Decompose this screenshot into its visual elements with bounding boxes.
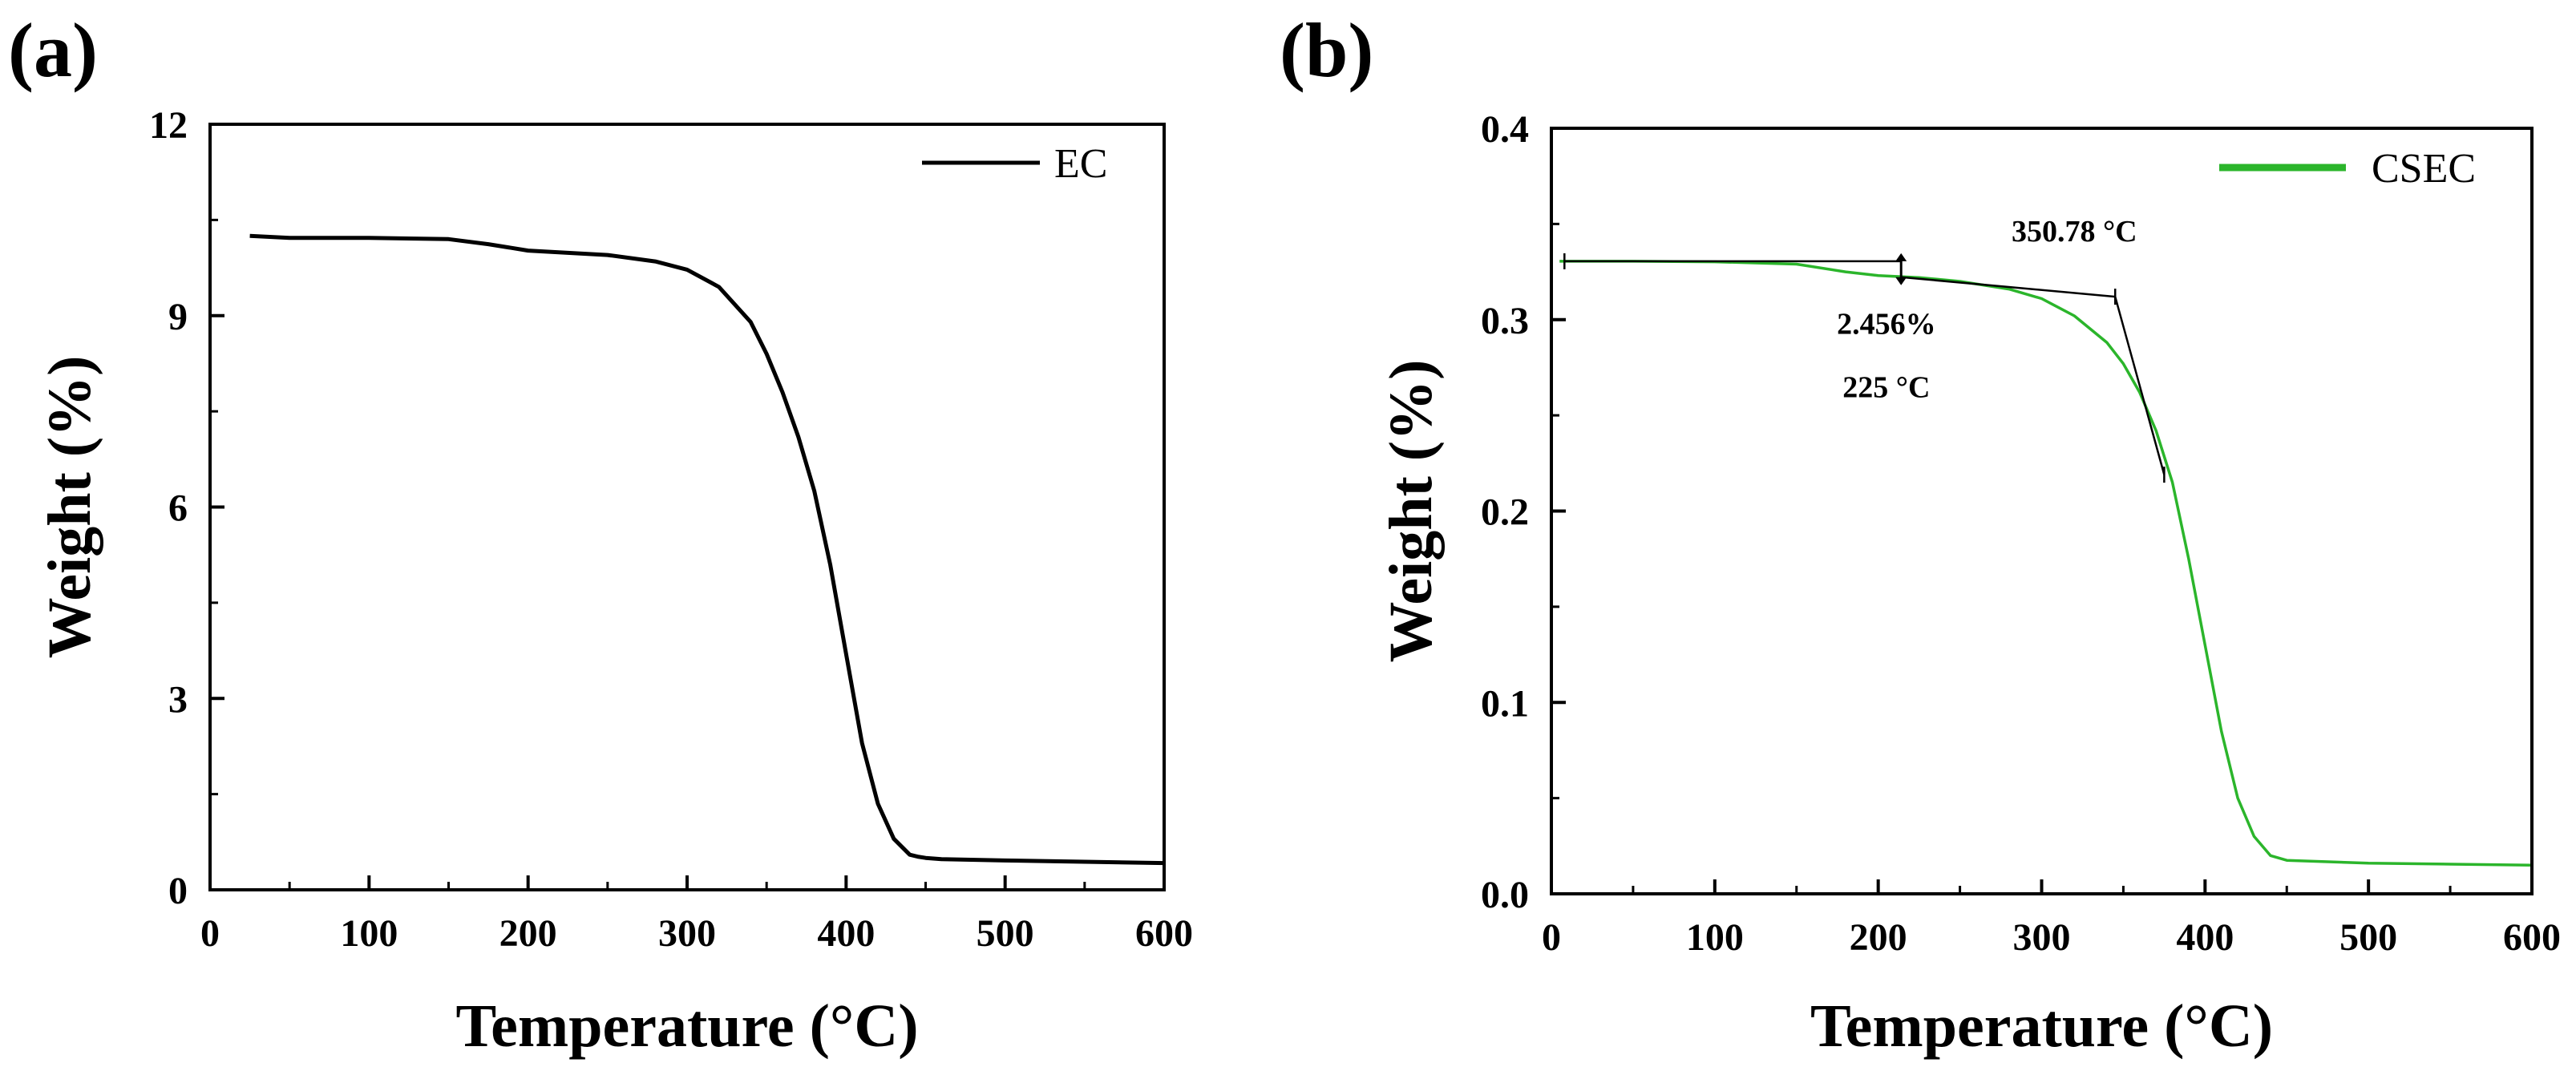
x-tick-label: 0	[1542, 916, 1561, 959]
tangent-line-2	[2114, 296, 2166, 475]
x-tick-label: 400	[2176, 916, 2234, 959]
y-tick-label: 0.1	[1481, 682, 1529, 725]
x-axis-title-b: Temperature (°C)	[1810, 992, 2273, 1060]
panel-label-b: (b)	[1280, 7, 1373, 93]
y-axis-title-b: Weight (%)	[1377, 360, 1445, 663]
plot-frame-b	[1550, 127, 2534, 895]
ticks-a: 0 100 200 300 400 500 600 0 3 6 9 12	[149, 104, 1193, 955]
x-tick-label: 100	[340, 912, 398, 955]
annotation-onset-temp: 350.78 °C	[2012, 215, 2137, 249]
plot-content-b	[1559, 253, 2533, 867]
tangent-line-1	[1901, 276, 2116, 298]
y-tick-label: 3	[168, 678, 188, 721]
y-tick-label: 6	[168, 487, 188, 530]
y-tick-label: 12	[149, 104, 188, 147]
annotation-weight-loss: 2.456%	[1837, 308, 1936, 341]
plot-content-a	[249, 233, 1165, 866]
ticks-b: 0 100 200 300 400 500 600 0.0 0.1 0.2 0.3 0.4	[1481, 108, 2561, 959]
y-tick-label: 0.3	[1481, 300, 1529, 342]
chart-panel-b: 0 100 200 300 400 500 600 0.0 0.1 0.2 0.3 0.4 Tempe…	[1377, 108, 2561, 1060]
x-tick-label: 600	[1135, 912, 1193, 955]
legend-a: EC	[922, 141, 1107, 187]
series-line-ec	[249, 233, 1165, 866]
arrowhead-down	[1895, 277, 1907, 285]
legend-b: CSEC	[2219, 146, 2476, 192]
chart-panel-a: 0 100 200 300 400 500 600 0 3 6 9 12 Temperature (°…	[36, 104, 1193, 1060]
y-tick-label: 0.2	[1481, 491, 1529, 534]
y-tick-label: 9	[168, 296, 188, 338]
x-tick-label: 500	[2339, 916, 2397, 959]
y-tick-label: 0.0	[1481, 874, 1529, 916]
arrowhead-up	[1895, 253, 1907, 261]
legend-label-csec: CSEC	[2372, 146, 2476, 192]
x-tick-label: 0	[200, 912, 220, 955]
plot-frame-a	[208, 123, 1166, 891]
x-tick-label: 400	[817, 912, 875, 955]
x-tick-label: 600	[2503, 916, 2561, 959]
panel-label-a: (a)	[8, 7, 98, 93]
y-axis-title-a: Weight (%)	[36, 356, 103, 659]
y-tick-label: 0	[168, 870, 188, 912]
annotation-temp: 225 °C	[1842, 370, 1930, 404]
x-tick-label: 500	[977, 912, 1034, 955]
x-tick-label: 200	[499, 912, 557, 955]
x-tick-label: 300	[2013, 916, 2071, 959]
x-axis-title-a: Temperature (°C)	[455, 992, 918, 1060]
series-line-csec	[1559, 260, 2533, 867]
x-tick-label: 100	[1686, 916, 1744, 959]
x-tick-label: 300	[658, 912, 716, 955]
x-tick-label: 200	[1850, 916, 1907, 959]
legend-label-ec: EC	[1054, 141, 1107, 187]
y-tick-label: 0.4	[1481, 108, 1529, 151]
